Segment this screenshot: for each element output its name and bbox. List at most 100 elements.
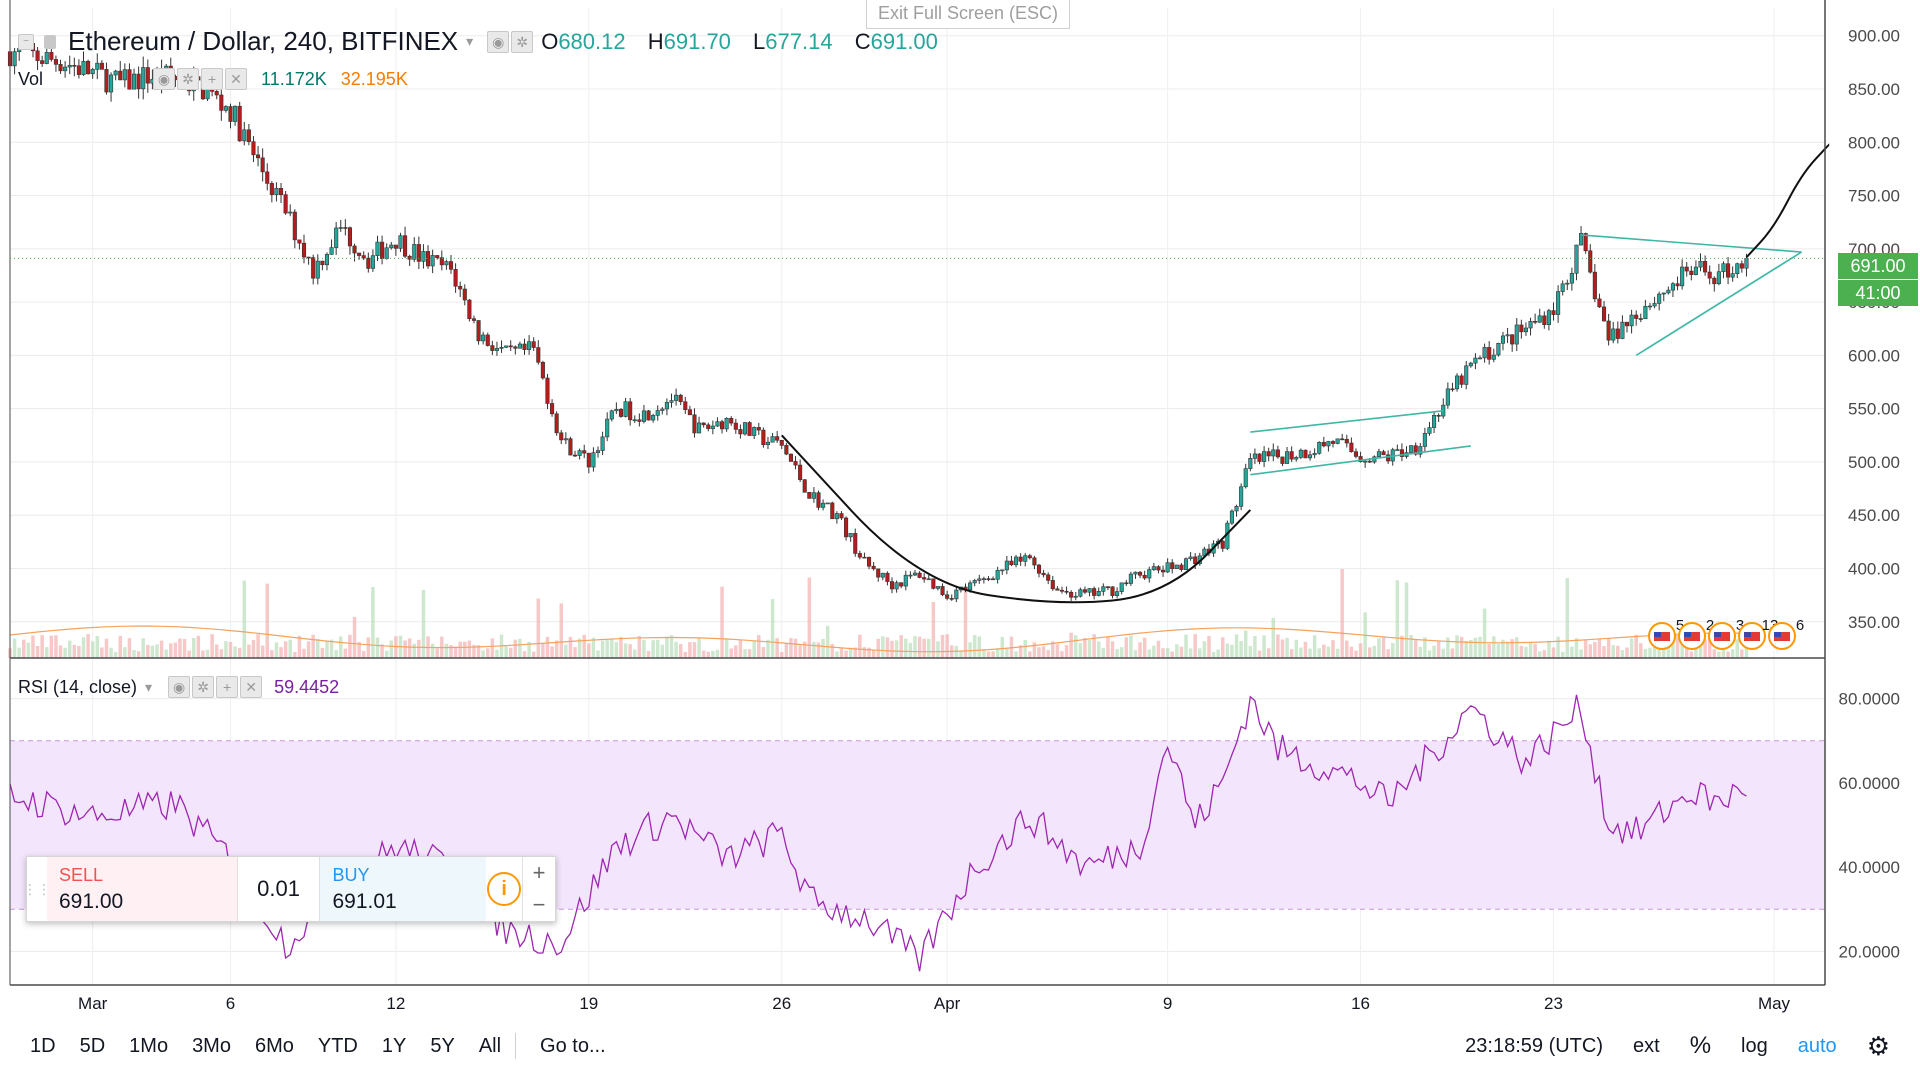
candle-body	[949, 598, 954, 600]
gear-icon[interactable]: ✲	[192, 676, 215, 698]
exit-fullscreen-button[interactable]: Exit Full Screen (ESC)	[866, 0, 1070, 29]
candle-body	[393, 244, 398, 249]
candle-body	[1730, 273, 1735, 278]
volume-bar	[1409, 635, 1413, 658]
volume-bar	[1276, 634, 1280, 658]
candle-body	[1698, 261, 1703, 268]
candle-body	[1647, 305, 1653, 308]
close-icon[interactable]: ✕	[240, 676, 263, 698]
volume-bar	[104, 638, 109, 658]
time-tick-label: Apr	[934, 994, 961, 1013]
utc-clock[interactable]: 23:18:59 (UTC)	[1465, 1034, 1604, 1057]
buy-button[interactable]: BUY 691.01	[320, 857, 487, 921]
volume-bar	[784, 643, 789, 658]
candle-body	[1413, 445, 1418, 455]
range-3mo[interactable]: 3Mo	[192, 1034, 231, 1057]
goto-button[interactable]: Go to...	[540, 1034, 606, 1057]
collapse-icon[interactable]: −	[18, 33, 34, 50]
candle-body	[1050, 580, 1055, 590]
percent-toggle[interactable]: %	[1689, 1032, 1712, 1059]
range-1y[interactable]: 1Y	[381, 1034, 407, 1057]
candle-body	[1234, 506, 1239, 512]
eye-icon[interactable]: ◉	[487, 30, 510, 53]
volume-label[interactable]: Vol	[18, 68, 44, 89]
volume-bar	[1299, 647, 1303, 658]
range-1mo[interactable]: 1Mo	[129, 1034, 169, 1057]
ohlc-h-key: H	[647, 28, 664, 54]
volume-bar	[63, 647, 67, 658]
symbol-title[interactable]: Ethereum / Dollar, 240, BITFINEX	[68, 26, 459, 56]
candle-body	[899, 582, 904, 587]
volume-bar	[247, 644, 251, 658]
candle-body	[1179, 564, 1184, 570]
quantity-field[interactable]: 0.01	[236, 857, 321, 921]
candle-body	[1735, 263, 1740, 274]
candle-body	[95, 62, 100, 70]
eye-icon[interactable]: ◉	[168, 676, 191, 698]
range-5d[interactable]: 5D	[79, 1034, 106, 1057]
candle-body	[1459, 375, 1464, 385]
eye-icon[interactable]: ◉	[153, 68, 176, 90]
candle-body	[1670, 283, 1675, 291]
candle-body	[972, 580, 977, 584]
plus-icon[interactable]: +	[201, 68, 224, 90]
candle-body	[357, 252, 362, 256]
candle-body	[1615, 328, 1620, 339]
range-6mo[interactable]: 6Mo	[254, 1034, 294, 1057]
chevron-down-icon[interactable]: ▾	[466, 33, 474, 49]
sell-button[interactable]: SELL 691.00	[47, 857, 237, 921]
ohlc-c-value: 691.00	[870, 28, 938, 54]
volume-bar	[1671, 635, 1675, 658]
volume-bar	[1041, 646, 1046, 658]
rsi-tick-label: 60.0000	[1839, 774, 1900, 793]
range-all[interactable]: All	[478, 1034, 502, 1057]
volume-bar	[90, 641, 95, 658]
candle-body	[945, 594, 950, 599]
gear-icon[interactable]: ⚙	[1866, 1030, 1890, 1061]
candle-body	[219, 94, 224, 111]
volume-bar	[1579, 649, 1583, 658]
quantity-stepper: + −	[522, 857, 555, 921]
ohlc-c-key: C	[854, 28, 871, 54]
auto-toggle[interactable]: auto	[1797, 1034, 1837, 1057]
price-tick-label: 550.00	[1848, 400, 1900, 419]
rsi-label[interactable]: RSI (14, close)	[18, 676, 138, 697]
candle-body	[1115, 591, 1120, 596]
symbol-legend: − Ethereum / Dollar, 240, BITFINEX ▾ ◉ ✲…	[18, 26, 954, 57]
volume-bar	[403, 640, 407, 658]
candle-body	[844, 517, 849, 538]
gear-icon[interactable]: ✲	[511, 30, 534, 53]
candle-body	[1445, 388, 1450, 406]
volume-bar	[1455, 635, 1459, 658]
volume-bar	[669, 635, 674, 658]
ext-toggle[interactable]: ext	[1633, 1034, 1660, 1057]
range-ytd[interactable]: YTD	[317, 1034, 358, 1057]
plus-icon[interactable]: +	[216, 676, 239, 698]
volume-bar	[780, 651, 784, 658]
range-5y[interactable]: 5Y	[430, 1034, 455, 1057]
volume-bar	[283, 641, 288, 658]
channel-line	[1250, 445, 1471, 476]
range-1d[interactable]: 1D	[30, 1034, 56, 1057]
candle-body	[67, 64, 72, 68]
volume-bar	[927, 638, 931, 658]
decrease-button[interactable]: −	[532, 892, 546, 917]
info-button[interactable]: i	[486, 857, 522, 921]
increase-button[interactable]: +	[532, 860, 546, 885]
candle-body	[63, 66, 68, 72]
candle-body	[1142, 574, 1147, 579]
log-toggle[interactable]: log	[1741, 1034, 1768, 1057]
drag-handle-icon[interactable]: ⋮⋮	[23, 880, 51, 897]
volume-bar	[1505, 641, 1510, 658]
volume-bar	[1147, 649, 1152, 658]
close-icon[interactable]: ✕	[225, 68, 248, 90]
gear-icon[interactable]: ✲	[177, 68, 200, 90]
candle-body	[1009, 560, 1014, 566]
candle-body	[1073, 595, 1078, 598]
time-tick-label: 6	[226, 994, 235, 1013]
volume-bar	[1418, 646, 1423, 658]
chevron-down-icon[interactable]: ▾	[145, 678, 153, 695]
candle-body	[779, 439, 784, 446]
volume-bar	[848, 647, 853, 658]
